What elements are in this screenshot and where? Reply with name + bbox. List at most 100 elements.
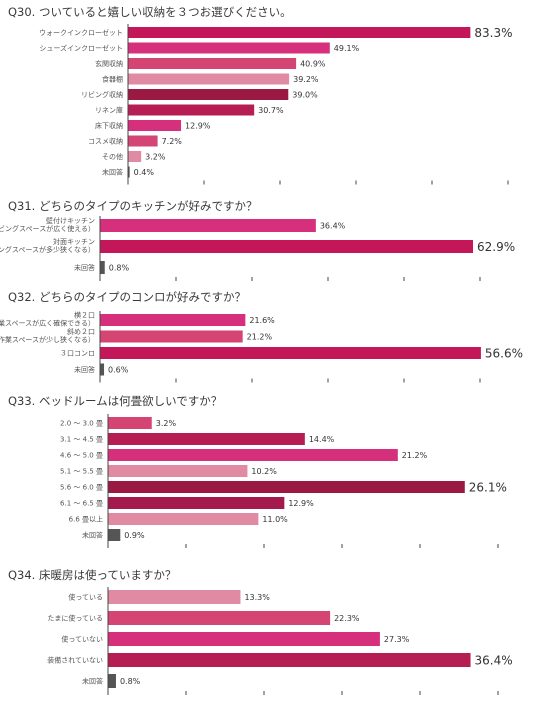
- bar: [108, 465, 248, 477]
- bar: [108, 513, 259, 525]
- category-label: ウォークインクローゼット: [39, 28, 123, 37]
- chart-title: Q30. ついていると嬉しい収納を３つお選びください。: [8, 5, 292, 19]
- category-label: リビング収納: [81, 90, 123, 99]
- category-label: 5.1 ～ 5.5 畳: [60, 468, 103, 476]
- value-label: 3.2%: [156, 419, 177, 428]
- chart-title: Q33. ベッドルームは何畳欲しいですか？: [8, 394, 222, 408]
- bar: [128, 58, 297, 69]
- category-label: 横２口: [74, 311, 95, 320]
- category-label: 未回答: [102, 168, 123, 177]
- bar: [108, 497, 285, 509]
- category-label: （作業スペースが少し狭くなる）: [0, 335, 95, 344]
- category-label: 未回答: [82, 677, 103, 686]
- category-label: 6.6 畳以上: [69, 515, 103, 524]
- category-label: リネン庫: [95, 106, 123, 115]
- bar: [100, 240, 473, 253]
- bar: [100, 314, 246, 326]
- bar: [108, 674, 116, 688]
- value-label: 26.1%: [469, 481, 507, 495]
- category-label: 3.1 ～ 4.5 畳: [60, 436, 103, 444]
- value-label: 10.2%: [251, 467, 277, 476]
- bar: [108, 653, 471, 667]
- value-label: 11.0%: [262, 515, 288, 524]
- value-label: 83.3%: [474, 26, 512, 40]
- category-label: たまに使っている: [48, 614, 103, 623]
- bar: [128, 104, 255, 116]
- value-label: 36.4%: [475, 654, 513, 668]
- chart-q34: Q34. 床暖房は使っていますか？ 使っている 13.3% たまに使っている 22.3%…: [8, 568, 513, 695]
- category-label: （作業スペースが広く確保できる）: [0, 319, 95, 328]
- category-label: コスメ収納: [88, 137, 123, 146]
- category-label: 食器棚: [102, 75, 123, 84]
- value-label: 7.2%: [162, 137, 183, 146]
- value-label: 21.6%: [249, 316, 275, 325]
- bar: [128, 42, 330, 54]
- category-label: 未回答: [74, 263, 95, 272]
- bar: [128, 135, 158, 147]
- bar: [100, 330, 243, 343]
- bar: [108, 529, 121, 541]
- category-label: 玄関収納: [95, 59, 123, 68]
- bar: [108, 481, 465, 493]
- chart-q33: Q33. ベッドルームは何畳欲しいですか？ 2.0 ～ 3.0 畳 3.2% 3.1 …: [8, 394, 507, 548]
- value-label: 22.3%: [334, 614, 360, 623]
- category-label: ３口コンロ: [60, 350, 95, 358]
- value-label: 39.0%: [292, 91, 318, 100]
- chart-q32: Q32. どちらのタイプのコンロが好みですか？ 横２口（作業スペースが広く確保でき…: [0, 290, 523, 383]
- bar: [128, 89, 289, 100]
- category-label: 斜め２口: [67, 327, 95, 336]
- chart-title: Q34. 床暖房は使っていますか？: [8, 568, 176, 582]
- chart-title: Q31. どちらのタイプのキッチンが好みですか？: [8, 199, 258, 213]
- category-label: 対面キッチン: [53, 237, 95, 246]
- category-label: （リビングスペースが多少狭くなる）: [0, 245, 95, 254]
- bar: [108, 433, 305, 445]
- bar: [100, 363, 105, 376]
- bar: [108, 417, 152, 429]
- category-label: 床下収納: [95, 121, 123, 130]
- value-label: 13.3%: [244, 593, 270, 602]
- category-label: 装備されていない: [47, 656, 103, 665]
- bar: [108, 449, 398, 461]
- bar: [128, 166, 130, 178]
- value-label: 0.8%: [120, 677, 141, 686]
- bar: [128, 151, 142, 162]
- bar: [128, 120, 182, 131]
- bar: [128, 27, 471, 38]
- chart-title: Q32. どちらのタイプのコンロが好みですか？: [8, 290, 246, 304]
- value-label: 27.3%: [384, 635, 410, 644]
- category-label: （リビングスペースが広く使える）: [0, 224, 95, 233]
- value-label: 56.6%: [485, 347, 523, 361]
- category-label: 未回答: [82, 531, 103, 540]
- value-label: 30.7%: [258, 106, 284, 115]
- value-label: 3.2%: [145, 153, 166, 162]
- value-label: 0.8%: [109, 264, 130, 273]
- value-label: 0.6%: [108, 366, 129, 375]
- category-label: 使っていない: [61, 635, 103, 644]
- category-label: シューズインクローゼット: [39, 44, 123, 53]
- category-label: 2.0 ～ 3.0 畳: [60, 420, 103, 428]
- bar: [100, 261, 105, 274]
- value-label: 21.2%: [247, 333, 273, 342]
- bar: [108, 632, 380, 646]
- bar: [108, 611, 331, 625]
- value-label: 14.4%: [309, 435, 335, 444]
- category-label: 4.6 ～ 5.0 畳: [60, 452, 103, 460]
- category-label: 5.6 ～ 6.0 畳: [60, 484, 103, 492]
- bar: [128, 73, 290, 85]
- value-label: 40.9%: [300, 60, 326, 69]
- value-label: 0.9%: [124, 531, 145, 540]
- value-label: 21.2%: [402, 451, 428, 460]
- category-label: 6.1 ～ 6.5 畳: [60, 500, 103, 508]
- category-label: 壁付けキッチン: [46, 216, 95, 225]
- chart-q30: Q30. ついていると嬉しい収納を３つお選びください。ウォークインクローゼット 8…: [8, 5, 512, 185]
- bar: [100, 219, 316, 232]
- bar: [108, 590, 241, 604]
- category-label: 使っている: [68, 593, 103, 602]
- value-label: 49.1%: [334, 44, 360, 53]
- value-label: 12.9%: [288, 499, 314, 508]
- value-label: 36.4%: [320, 222, 346, 231]
- chart-q31: Q31. どちらのタイプのキッチンが好みですか？壁付けキッチン（リビングスペース…: [0, 199, 515, 281]
- value-label: 12.9%: [185, 122, 211, 131]
- category-label: その他: [102, 152, 123, 161]
